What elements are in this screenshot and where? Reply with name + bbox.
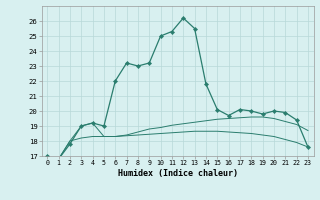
X-axis label: Humidex (Indice chaleur): Humidex (Indice chaleur) xyxy=(118,169,237,178)
